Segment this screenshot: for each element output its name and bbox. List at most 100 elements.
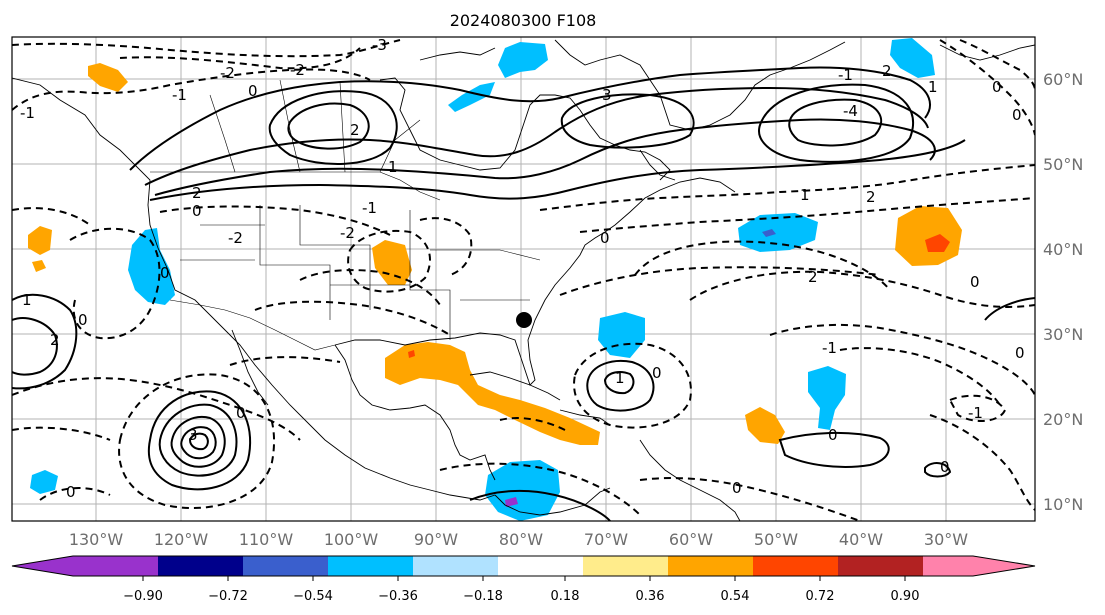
shade-red-gulf <box>408 350 415 358</box>
lat-label: 40°N <box>1043 240 1083 259</box>
colorbar-tick-label: −0.36 <box>378 589 418 604</box>
contour-label: 2 <box>866 188 876 206</box>
contour-label: 0 <box>652 364 662 382</box>
lon-label: 50°W <box>754 530 798 549</box>
colorbar-extend-high <box>973 556 1035 576</box>
colorbar-segment <box>668 556 753 576</box>
colorbar-segment <box>243 556 328 576</box>
contour-label: 0 <box>248 82 258 100</box>
shade-blue-atlantic-mid <box>738 213 818 252</box>
graticule <box>12 37 1035 521</box>
lon-label: 90°W <box>414 530 458 549</box>
latitude-axis: 60°N 50°N 40°N 30°N 20°N 10°N <box>1043 70 1083 514</box>
colorbar-segment <box>753 556 838 576</box>
colorbar-ticks <box>142 576 906 581</box>
shade-orange-pac-west <box>28 226 52 255</box>
contour-lines <box>12 39 1035 521</box>
contour-label: 0 <box>1012 106 1022 124</box>
colorbar-tick-label: 0.54 <box>721 589 750 604</box>
shade-blue-pacific-coast <box>128 228 175 305</box>
contour-label: -4 <box>843 102 858 120</box>
lon-label: 110°W <box>239 530 294 549</box>
colorbar-segment <box>923 556 973 576</box>
colorbar-segment <box>328 556 413 576</box>
storm-center-marker <box>516 312 532 328</box>
colorbar: −0.90 −0.72 −0.54 −0.36 −0.18 0.18 0.36 … <box>11 555 1036 604</box>
contour-label: 2 <box>50 331 60 349</box>
political-borders <box>150 79 541 351</box>
map-panel: -3 -2 -2 -1 0 3 -4 2 -1 0 1 2 2 2 0 -1 -… <box>12 37 1035 521</box>
lat-label: 60°N <box>1043 70 1083 89</box>
contour-label: 0 <box>236 404 246 422</box>
lon-label: 120°W <box>154 530 209 549</box>
shade-orange-gulf <box>385 342 600 445</box>
shade-orange-pac-west2 <box>32 260 46 272</box>
lat-label: 20°N <box>1043 410 1083 429</box>
shade-blue-greenland <box>498 42 548 78</box>
contour-label: 1 <box>615 369 625 387</box>
contour-label: 2 <box>808 268 818 286</box>
colorbar-extend-low <box>12 556 73 576</box>
map-frame <box>11 36 1036 522</box>
contour-label-group: -3 -2 -2 -1 0 3 -4 2 -1 0 1 2 2 2 0 -1 -… <box>20 37 1025 501</box>
lon-label: 30°W <box>924 530 968 549</box>
colorbar-tick-label: 0.72 <box>806 589 835 604</box>
contour-label: 2 <box>350 121 360 139</box>
colorbar-segment <box>158 556 243 576</box>
contour-label: 2 <box>882 62 892 80</box>
shade-blue-labrador <box>448 82 495 112</box>
lon-label: 60°W <box>669 530 713 549</box>
longitude-axis: 130°W 120°W 110°W 100°W 90°W 80°W 70°W 6… <box>69 530 968 549</box>
shade-orange-atl-east <box>895 206 962 266</box>
contour-label: -1 <box>362 199 377 217</box>
colorbar-tick-label: −0.90 <box>123 589 163 604</box>
contour-label: 3 <box>602 86 612 104</box>
shade-darkblue-atl <box>762 229 776 237</box>
shade-orange-carib-east <box>745 407 785 444</box>
colorbar-tick-label: −0.72 <box>208 589 248 604</box>
contour-label: -2 <box>220 64 235 82</box>
contour-label: 2 <box>192 184 202 202</box>
shade-blue-central-atl <box>808 366 846 430</box>
colorbar-tick-label: −0.18 <box>463 589 503 604</box>
shade-orange-midwest <box>372 240 412 285</box>
colorbar-tick-label: 0.18 <box>551 589 580 604</box>
shade-blue-iceland <box>890 38 935 78</box>
colorbar-segment <box>498 556 583 576</box>
lon-label: 40°W <box>839 530 883 549</box>
shade-purple-ca <box>505 497 518 507</box>
colorbar-segment <box>413 556 498 576</box>
contour-label: 0 <box>1015 344 1025 362</box>
contour-label: 0 <box>940 458 950 476</box>
colorbar-tick-label: 0.90 <box>891 589 920 604</box>
contour-label: 0 <box>78 311 88 329</box>
lon-label: 130°W <box>69 530 124 549</box>
contour-label: -2 <box>290 61 305 79</box>
map-title: 2024080300 F108 <box>450 11 597 30</box>
contour-label: -2 <box>340 224 355 242</box>
colorbar-tick-label: 0.36 <box>636 589 665 604</box>
contour-label: -1 <box>20 104 35 122</box>
contour-label: 1 <box>800 186 810 204</box>
lat-label: 10°N <box>1043 495 1083 514</box>
colorbar-segment <box>583 556 668 576</box>
shade-red-atl-east <box>925 234 950 252</box>
contour-label: 1 <box>388 158 398 176</box>
contour-label: 0 <box>192 202 202 220</box>
contour-label: 0 <box>600 229 610 247</box>
contour-label: 0 <box>992 78 1002 96</box>
lat-label: 30°N <box>1043 325 1083 344</box>
contour-label: 0 <box>828 426 838 444</box>
lat-label: 50°N <box>1043 155 1083 174</box>
contour-label: -2 <box>228 229 243 247</box>
shade-orange-alaska <box>88 63 128 92</box>
lon-label: 100°W <box>324 530 379 549</box>
lon-label: 80°W <box>499 530 543 549</box>
colorbar-outline <box>11 555 1036 577</box>
colorbar-segment <box>838 556 923 576</box>
shade-blue-hawaii <box>30 470 58 494</box>
shade-blue-bahamas <box>598 312 645 358</box>
contour-label: 0 <box>970 273 980 291</box>
contour-label: -1 <box>172 86 187 104</box>
